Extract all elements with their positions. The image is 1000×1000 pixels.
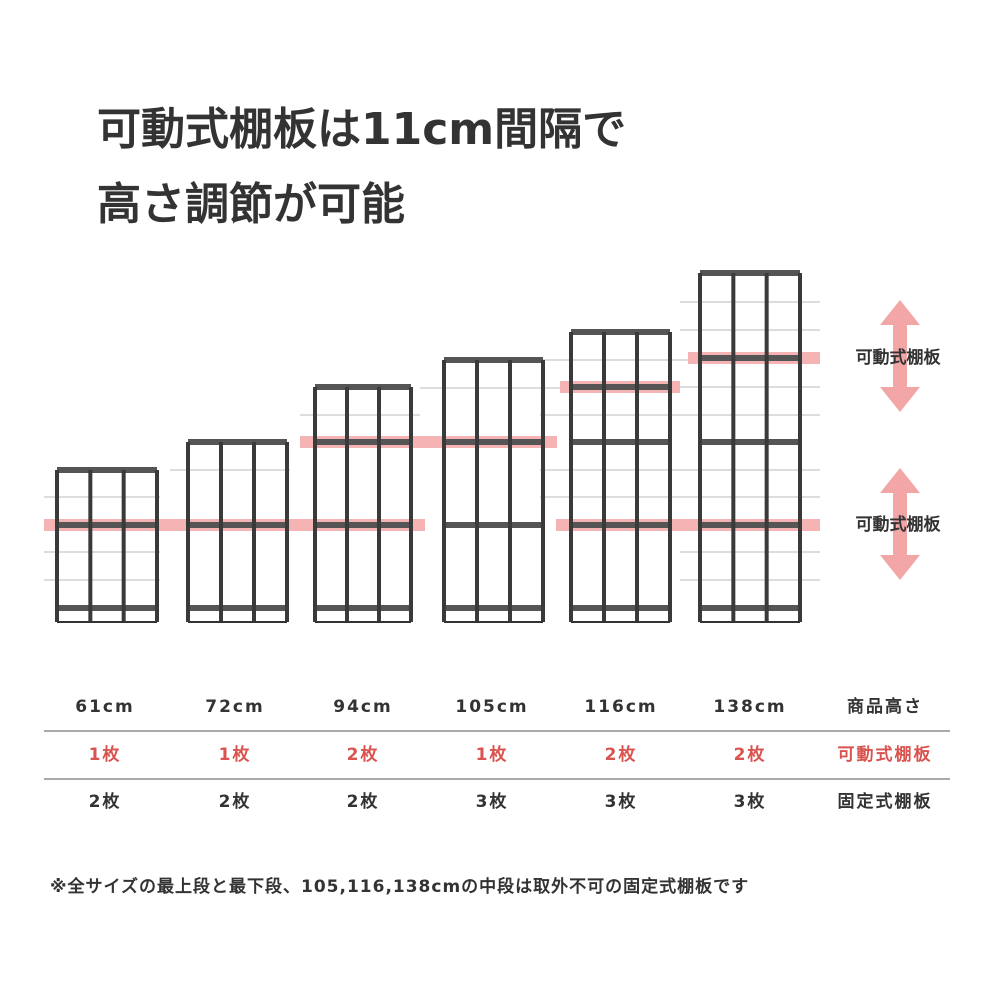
table-cell: 固定式棚板: [838, 791, 933, 812]
callout: 可動式棚板: [856, 347, 942, 368]
shelf-board: [444, 439, 543, 445]
post: [798, 273, 802, 622]
post: [541, 360, 545, 622]
table-cell: 2枚: [734, 744, 767, 765]
shelf-board: [444, 522, 543, 528]
shelf-board: [571, 605, 670, 611]
post: [602, 332, 606, 622]
table-cell: 3枚: [605, 791, 638, 812]
post: [285, 442, 289, 622]
title-line: 高さ調節が可能: [97, 179, 405, 230]
post: [155, 470, 159, 622]
table-cell: 1枚: [89, 744, 122, 765]
footnote: ※全サイズの最上段と最下段、105,116,138cmの中段は取外不可の固定式棚…: [50, 876, 749, 897]
shelf-board: [315, 605, 411, 611]
post: [698, 273, 702, 622]
shelf-board: [700, 270, 800, 276]
shelf-board: [188, 522, 287, 528]
shelf-illustration: [44, 270, 820, 623]
table-cell: 可動式棚板: [838, 744, 933, 765]
title-line: 可動式棚板は11cm間隔で: [97, 104, 626, 155]
table-cell: 2枚: [347, 744, 380, 765]
shelf-board: [57, 467, 157, 473]
shelf-board: [700, 522, 800, 528]
shelf-board: [57, 522, 157, 528]
shelf-board: [700, 355, 800, 361]
shelf-board: [571, 439, 670, 445]
table-cell: 3枚: [734, 791, 767, 812]
shelf-board: [315, 439, 411, 445]
post: [88, 470, 93, 622]
table-cell: 2枚: [219, 791, 252, 812]
table-cell: 3枚: [476, 791, 509, 812]
post: [186, 442, 190, 622]
arrows: [880, 300, 920, 580]
table-cell: 116cm: [584, 697, 657, 717]
post: [252, 442, 256, 622]
table-cell: 2枚: [347, 791, 380, 812]
table-cell: 61cm: [75, 697, 134, 717]
shelf-board: [571, 522, 670, 528]
post: [219, 442, 223, 622]
shelf-board: [315, 384, 411, 390]
post: [442, 360, 446, 622]
post: [764, 273, 769, 622]
post: [731, 273, 736, 622]
table-cell: 2枚: [605, 744, 638, 765]
shelf-board: [571, 329, 670, 335]
table-cell: 2枚: [89, 791, 122, 812]
table-cell: 1枚: [219, 744, 252, 765]
post: [475, 360, 479, 622]
shelf-board: [571, 384, 670, 390]
post: [668, 332, 672, 622]
post: [313, 387, 317, 622]
post: [121, 470, 126, 622]
callout: 可動式棚板: [856, 514, 942, 535]
post: [409, 387, 413, 622]
table: 61cm 72cm 94cm 105cm 116cm 138cm 商品高さ 1枚 1枚 2枚 1枚 2…: [75, 696, 933, 812]
shelf-board: [700, 605, 800, 611]
post: [635, 332, 639, 622]
post: [569, 332, 573, 622]
post: [508, 360, 512, 622]
shelf-board: [444, 357, 543, 363]
shelf-board: [188, 605, 287, 611]
table-cell: 94cm: [333, 697, 392, 717]
shelf-board: [188, 439, 287, 445]
shelf-board: [315, 522, 411, 528]
post: [55, 470, 59, 622]
table-cell: 138cm: [713, 697, 786, 717]
table-cell: 72cm: [205, 697, 264, 717]
shelf-board: [57, 605, 157, 611]
table-cell: 商品高さ: [847, 696, 923, 717]
shelf-board: [700, 439, 800, 445]
table-cell: 1枚: [476, 744, 509, 765]
post: [377, 387, 381, 622]
post: [345, 387, 349, 622]
shelf-board: [444, 605, 543, 611]
table-cell: 105cm: [455, 697, 528, 717]
